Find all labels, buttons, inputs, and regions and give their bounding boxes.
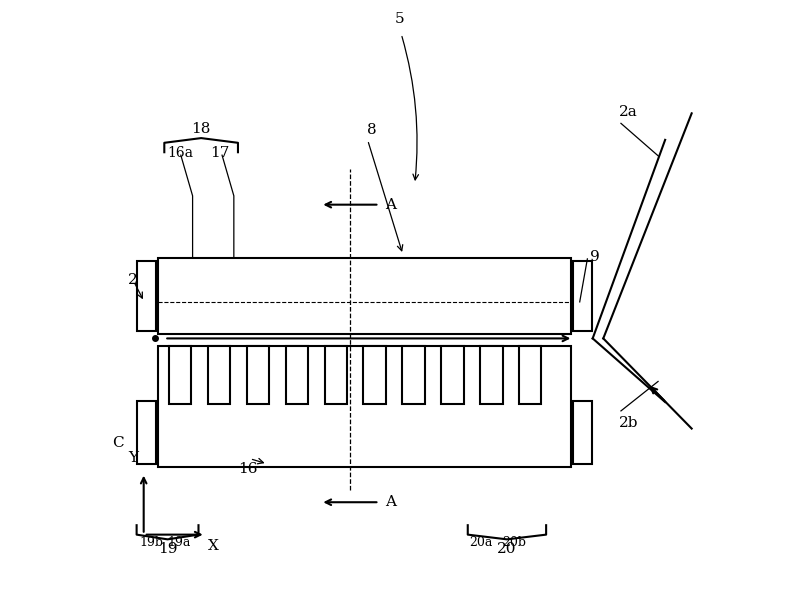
Text: Y: Y — [128, 451, 138, 465]
Text: 19: 19 — [158, 542, 178, 556]
Text: X: X — [208, 539, 218, 554]
Bar — [138, 260, 156, 332]
Text: 20a: 20a — [469, 536, 492, 549]
Bar — [247, 346, 269, 404]
Text: 16a: 16a — [167, 146, 194, 160]
Text: 2b: 2b — [619, 416, 638, 430]
Bar — [169, 346, 191, 404]
Bar — [480, 346, 502, 404]
Bar — [158, 346, 571, 467]
Bar — [519, 346, 542, 404]
Text: 20: 20 — [497, 542, 517, 556]
Bar — [574, 401, 592, 464]
Text: A: A — [386, 198, 396, 212]
Bar — [363, 346, 386, 404]
Text: 8: 8 — [367, 123, 377, 137]
Text: 20b: 20b — [502, 536, 526, 549]
Text: 19a: 19a — [168, 536, 191, 549]
Text: 2a: 2a — [619, 105, 638, 119]
Bar — [574, 260, 592, 332]
Text: 18: 18 — [191, 122, 211, 136]
Text: 17: 17 — [210, 146, 230, 160]
Text: A: A — [386, 496, 396, 509]
Text: 19b: 19b — [139, 536, 163, 549]
Text: 5: 5 — [395, 12, 405, 26]
Text: 2: 2 — [128, 272, 138, 287]
Bar — [286, 346, 308, 404]
Bar — [158, 258, 571, 334]
Text: 16: 16 — [238, 462, 258, 476]
Bar — [138, 401, 156, 464]
Bar — [442, 346, 464, 404]
Text: C: C — [113, 436, 124, 451]
Bar — [325, 346, 347, 404]
Bar — [402, 346, 425, 404]
Bar — [208, 346, 230, 404]
Text: 9: 9 — [590, 250, 599, 264]
